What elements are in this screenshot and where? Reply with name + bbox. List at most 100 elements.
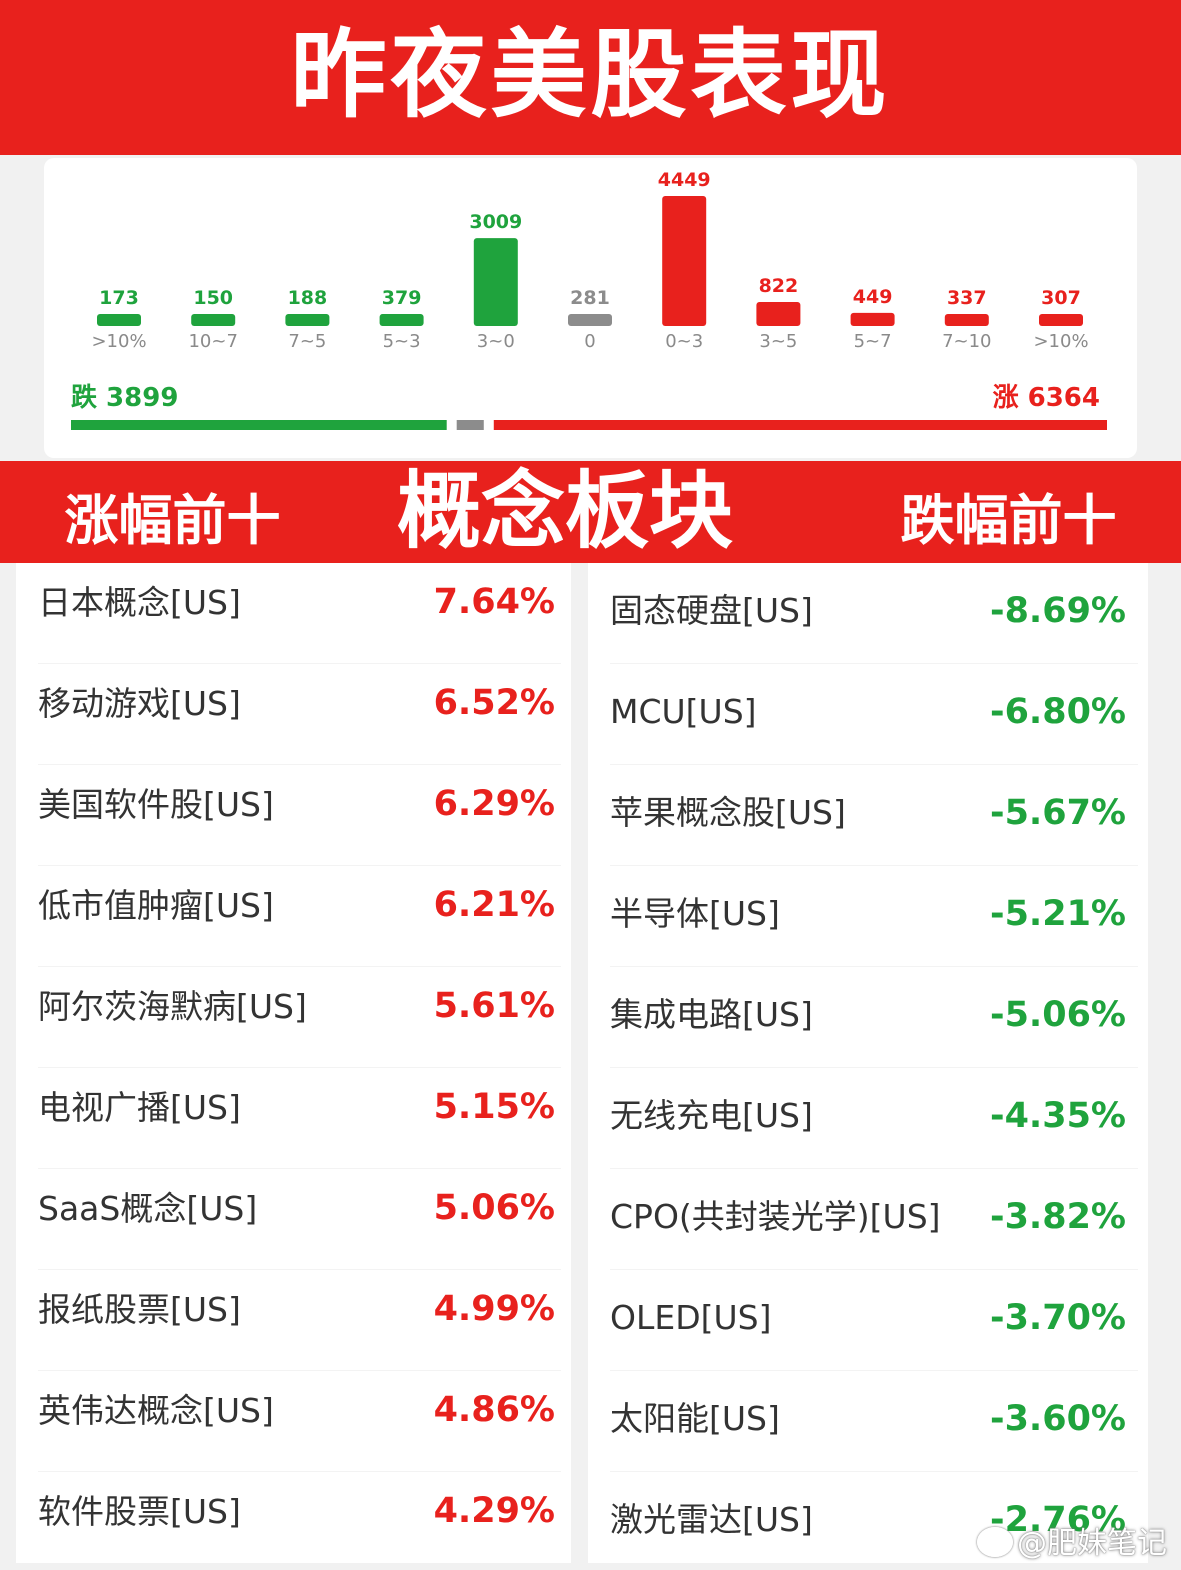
chart-bar [756,301,801,326]
row-divider [610,1471,1138,1472]
concept-name: 美国软件股[US] [38,785,274,824]
concept-change-pct: 6.52% [433,683,555,723]
gainer-row[interactable]: 移动游戏[US] 6.52% [16,664,571,765]
row-divider [38,1168,561,1169]
concept-name: 无线充电[US] [610,1096,813,1135]
chart-value-label: 150 [193,287,233,309]
section-title: 概念板块 [396,462,733,560]
chart-value-label: 4449 [658,169,711,191]
row-divider [38,1471,561,1472]
row-divider [38,865,561,866]
concept-name: 集成电路[US] [610,995,813,1034]
top-losers-label: 跌幅前十 [900,489,1117,552]
concept-change-pct: -3.70% [990,1298,1126,1338]
chart-bar [473,238,518,326]
row-divider [38,764,561,765]
concept-name: 报纸股票[US] [38,1290,241,1329]
flat-ratio-bar [456,420,484,430]
concept-change-pct: -3.82% [990,1197,1126,1237]
chart-value-label: 307 [1041,287,1081,309]
concept-change-pct: 6.21% [433,885,555,925]
gainer-row[interactable]: 低市值肿瘤[US] 6.21% [16,866,571,967]
loser-row[interactable]: 固态硬盘[US] -8.69% [588,563,1148,664]
concept-change-pct: 4.99% [433,1289,555,1329]
concept-name: 半导体[US] [610,894,780,933]
loser-row[interactable]: OLED[US] -3.70% [588,1270,1148,1371]
loser-row[interactable]: 激光雷达[US] -2.76% [588,1472,1148,1570]
top-losers-list: 固态硬盘[US] -8.69% MCU[US] -6.80% 苹果概念股[US] -5.6… [588,563,1148,1563]
chart-category-label: 10~7 [188,331,237,352]
row-divider [38,663,561,664]
chart-bar [944,314,989,326]
concept-name: SaaS概念[US] [38,1189,258,1228]
concept-name: 英伟达概念[US] [38,1391,274,1430]
gainer-row[interactable]: 美国软件股[US] 6.29% [16,765,571,866]
loser-row[interactable]: 无线充电[US] -4.35% [588,1068,1148,1169]
section-banner [0,461,1181,563]
row-divider [610,1168,1138,1169]
chart-value-label: 3009 [469,211,522,233]
concept-change-pct: -2.76% [990,1500,1126,1540]
up-count-label: 涨 6364 [993,383,1100,413]
concept-name: 日本概念[US] [38,583,241,622]
gainer-row[interactable]: SaaS概念[US] 5.06% [16,1169,571,1270]
loser-row[interactable]: 半导体[US] -5.21% [588,866,1148,967]
down-count-label: 跌 3899 [71,383,178,413]
loser-row[interactable]: 太阳能[US] -3.60% [588,1371,1148,1472]
chart-value-label: 379 [382,287,422,309]
concept-change-pct: -3.60% [990,1399,1126,1439]
gainer-row[interactable]: 阿尔茨海默病[US] 5.61% [16,967,571,1068]
row-divider [38,1067,561,1068]
chart-bar [285,314,330,326]
concept-name: 苹果概念股[US] [610,793,846,832]
chart-bar [379,314,424,326]
chart-value-label: 188 [288,287,328,309]
chart-bar [568,314,612,326]
gainer-row[interactable]: 英伟达概念[US] 4.86% [16,1371,571,1472]
chart-value-label: 822 [759,275,799,297]
row-divider [610,865,1138,866]
concept-name: 低市值肿瘤[US] [38,886,274,925]
chart-bar [850,312,895,326]
top-banner [0,0,1181,155]
row-divider [38,1370,561,1371]
watermark-text: @肥妹笔记 [1017,1526,1167,1561]
page-title: 昨夜美股表现 [290,19,891,131]
concept-name: 阿尔茨海默病[US] [38,987,307,1026]
gainer-row[interactable]: 软件股票[US] 4.29% [16,1472,571,1570]
concept-change-pct: 4.29% [433,1491,555,1531]
concept-name: OLED[US] [610,1298,772,1337]
chart-value-label: 281 [570,287,610,309]
chart-category-label: >10% [1033,331,1088,352]
concept-change-pct: 5.06% [433,1188,555,1228]
concept-change-pct: -5.67% [990,793,1126,833]
chart-category-label: 3~5 [759,331,797,352]
gainer-row[interactable]: 日本概念[US] 7.64% [16,563,571,664]
row-divider [610,1067,1138,1068]
gainer-row[interactable]: 电视广播[US] 5.15% [16,1068,571,1169]
chart-bar [662,196,707,326]
loser-row[interactable]: 集成电路[US] -5.06% [588,967,1148,1068]
chart-bar [191,314,236,326]
distribution-chart: 173 >10% 150 10~7 188 7~5 379 5~3 3009 3~0 281 0 444… [71,169,1107,430]
loser-row[interactable]: 苹果概念股[US] -5.67% [588,765,1148,866]
concept-name: 软件股票[US] [38,1492,241,1531]
chart-category-label: 7~5 [288,331,326,352]
weibo-icon [977,1527,1013,1557]
concept-name: 固态硬盘[US] [610,591,813,630]
concept-name: 电视广播[US] [38,1088,241,1127]
concept-change-pct: 4.86% [433,1390,555,1430]
loser-row[interactable]: MCU[US] -6.80% [588,664,1148,765]
chart-category-label: 0~3 [665,331,703,352]
concept-name: 太阳能[US] [610,1399,780,1438]
gainer-row[interactable]: 报纸股票[US] 4.99% [16,1270,571,1371]
loser-row[interactable]: CPO(共封装光学)[US] -3.82% [588,1169,1148,1270]
row-divider [38,1269,561,1270]
concept-name: CPO(共封装光学)[US] [610,1197,941,1236]
concept-change-pct: -8.69% [990,591,1126,631]
market-distribution-panel: 173 >10% 150 10~7 188 7~5 379 5~3 3009 3~0 281 0 444… [44,158,1137,458]
concept-change-pct: -5.21% [990,894,1126,934]
row-divider [38,966,561,967]
chart-value-label: 449 [853,286,893,308]
concept-name: 激光雷达[US] [610,1500,813,1539]
